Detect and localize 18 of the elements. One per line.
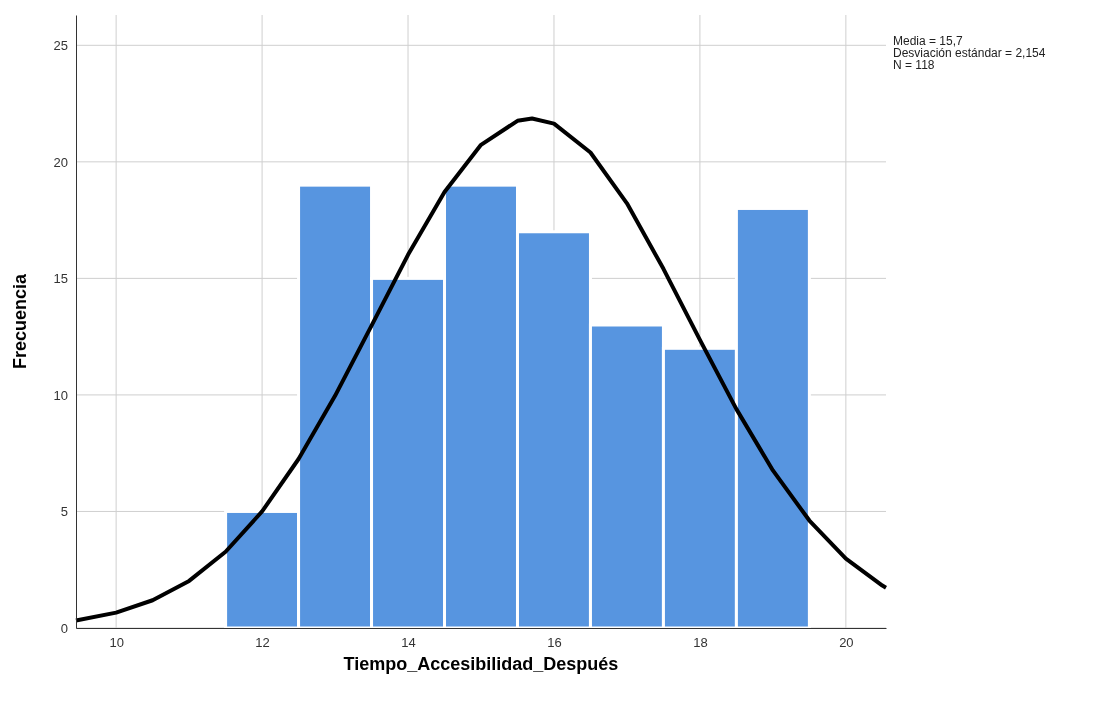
y-tick-label: 20: [53, 154, 68, 170]
text: Desviación estándar = 2,154: [893, 46, 1046, 60]
line-series: [74, 116, 888, 623]
x-axis-title: Tiempo_Accesibilidad_Después: [343, 654, 619, 674]
y-tick-label: 25: [53, 37, 68, 53]
x-tick-label: 18: [693, 635, 708, 651]
x-tick-label: 10: [109, 635, 124, 651]
text: N = 118: [893, 58, 935, 72]
x-tick-label: 12: [255, 635, 270, 651]
y-tick-label: 15: [53, 271, 68, 287]
x-tick-label: 16: [547, 635, 562, 651]
x-tick-label: 20: [839, 635, 854, 651]
x-tick-label: 14: [401, 635, 416, 651]
y-tick-label: 0: [60, 620, 68, 636]
y-tick-label: 5: [60, 504, 68, 520]
text: Media = 15,7: [893, 34, 964, 48]
y-tick-label: 10: [53, 387, 68, 403]
y-axis-title: Frecuencia: [10, 272, 30, 370]
